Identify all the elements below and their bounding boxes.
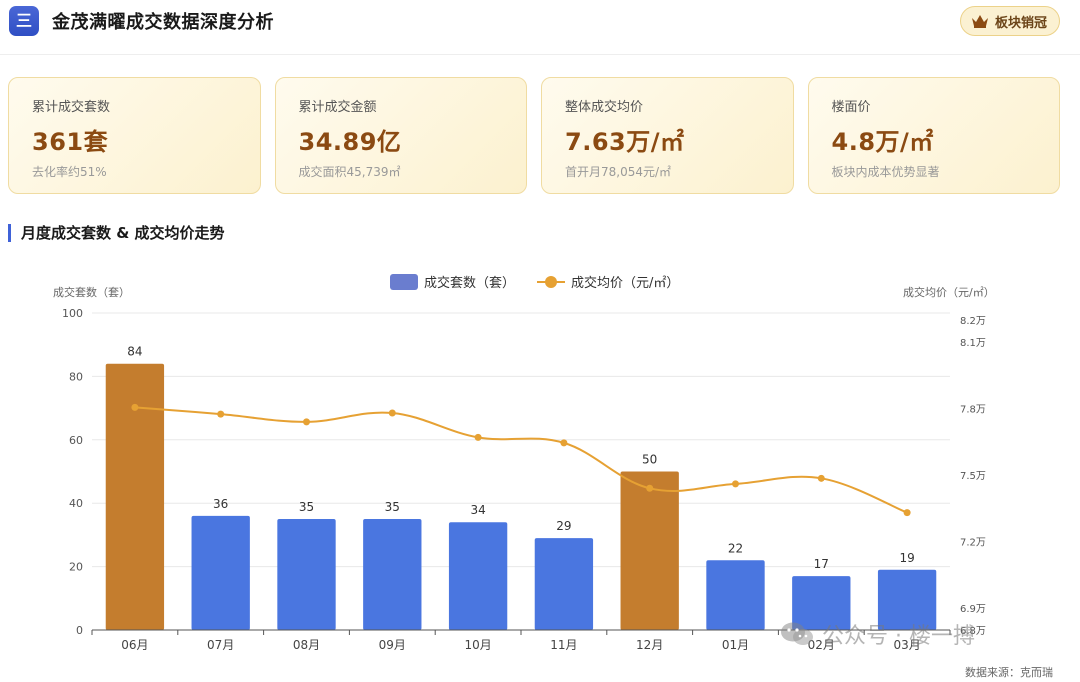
kpi-card-avg-price: 整体成交均价 7.63万/㎡ 首开月78,054元/㎡ xyxy=(541,77,794,194)
kpi-value: 4.8万/㎡ xyxy=(831,128,934,156)
kpi-label: 楼面价 xyxy=(831,100,871,115)
bar xyxy=(448,522,508,630)
y-axis-right-tick: 8.2万 xyxy=(960,316,986,327)
price-point xyxy=(131,403,139,411)
y-axis-right-tick: 6.8万 xyxy=(960,626,986,637)
bar xyxy=(363,519,422,630)
x-axis-tick-label: 03月 xyxy=(893,638,920,652)
bar xyxy=(534,538,594,630)
y-axis-right-title: 成交均价（元/㎡） xyxy=(903,286,995,299)
y-axis-right-tick: 7.5万 xyxy=(960,471,986,482)
bar xyxy=(277,519,336,630)
bar xyxy=(706,560,765,630)
legend-bar-label[interactable]: 成交套数（套） xyxy=(424,276,516,291)
bar-data-label: 36 xyxy=(213,497,228,511)
badge-label: 板块销冠 xyxy=(994,15,1047,31)
price-point xyxy=(817,474,825,482)
price-point xyxy=(732,480,739,488)
x-axis-tick-label: 07月 xyxy=(207,638,234,652)
crown-icon xyxy=(971,15,988,28)
header-bar: 三 金茂满曜成交数据深度分析 板块销冠 xyxy=(0,0,1080,55)
y-axis-left-tick: 100 xyxy=(62,307,83,320)
y-axis-left-tick: 20 xyxy=(69,561,83,574)
wechat-icon xyxy=(781,622,813,645)
y-axis-right-tick: 8.1万 xyxy=(960,338,986,349)
price-point xyxy=(646,484,654,492)
kpi-value: 361套 xyxy=(32,128,109,156)
kpi-card-land-price: 楼面价 4.8万/㎡ 板块内成本优势显著 xyxy=(807,77,1060,194)
y-axis-right-tick: 7.2万 xyxy=(960,537,986,548)
kpi-cards: 累计成交套数 361套 去化率约51% 累计成交金额 34.89亿 成交面积45… xyxy=(8,77,1060,194)
bar-data-label: 34 xyxy=(470,503,485,517)
price-point xyxy=(303,418,310,426)
y-axis-left-tick: 40 xyxy=(69,497,83,510)
kpi-subtext: 板块内成本优势显著 xyxy=(831,165,940,179)
y-axis-left-tick: 80 xyxy=(69,370,83,383)
bar-data-label: 35 xyxy=(385,500,400,514)
price-point xyxy=(388,409,396,417)
kpi-value: 7.63万/㎡ xyxy=(565,128,685,156)
champion-badge[interactable]: 板块销冠 xyxy=(959,6,1060,36)
price-point xyxy=(217,410,225,418)
legend-bar-swatch[interactable] xyxy=(390,273,418,290)
page-title: 金茂满曜成交数据深度分析 xyxy=(52,12,274,33)
bar xyxy=(620,471,679,630)
bar xyxy=(877,569,937,630)
price-point xyxy=(560,439,568,447)
price-line xyxy=(134,406,908,514)
legend-line-label[interactable]: 成交均价（元/㎡） xyxy=(571,276,680,291)
bar-data-label: 22 xyxy=(728,541,743,555)
kpi-value: 34.89亿 xyxy=(298,128,402,156)
combo-chart: 0 20 40 60 80 100 6.8万 6.9万 7.2万 7.5万 7.8万 8.1万 8.2万… xyxy=(62,307,986,652)
kpi-card-amount: 累计成交金额 34.89亿 成交面积45,739㎡ xyxy=(274,77,527,194)
x-axis-tick-label: 10月 xyxy=(464,638,491,652)
kpi-subtext: 首开月78,054元/㎡ xyxy=(565,165,672,179)
menu-button[interactable]: 三 xyxy=(9,6,39,36)
y-axis-right-tick: 7.8万 xyxy=(960,405,986,416)
x-axis-tick-label: 12月 xyxy=(636,638,663,652)
bar-data-label: 84 xyxy=(127,345,142,359)
kpi-label: 整体成交均价 xyxy=(565,100,644,115)
kpi-label: 累计成交套数 xyxy=(32,100,111,115)
bar-data-label: 35 xyxy=(299,500,314,514)
chart-legend: 成交套数（套） 成交均价（元/㎡） xyxy=(390,272,679,291)
x-axis-tick-label: 08月 xyxy=(293,638,320,652)
data-source: 数据来源：克而瑞 xyxy=(965,666,1053,679)
price-point xyxy=(903,509,911,517)
kpi-subtext: 成交面积45,739㎡ xyxy=(298,165,401,179)
x-axis-tick-label: 02月 xyxy=(808,638,835,652)
price-point xyxy=(474,433,482,441)
bar-data-label: 17 xyxy=(814,557,829,571)
y-axis-left-title: 成交套数（套） xyxy=(53,286,130,299)
y-axis-left-tick: 0 xyxy=(76,624,83,637)
watermark: 公众号 · 楼一搏 xyxy=(780,618,975,650)
x-axis-tick-label: 11月 xyxy=(550,638,577,652)
y-axis-right-tick: 6.9万 xyxy=(960,604,986,615)
section-title: 月度成交套数 & 成交均价走势 xyxy=(8,224,225,242)
bar xyxy=(792,576,851,630)
bar-data-label: 50 xyxy=(642,453,657,467)
legend-line-swatch[interactable] xyxy=(537,274,566,290)
x-axis-tick-label: 01月 xyxy=(722,638,749,652)
bar xyxy=(105,363,165,630)
kpi-label: 累计成交金额 xyxy=(298,100,377,115)
watermark-text: 公众号 · 楼一搏 xyxy=(822,624,975,649)
bar-data-label: 19 xyxy=(899,551,914,565)
kpi-subtext: 去化率约51% xyxy=(32,165,107,179)
y-axis-left-tick: 60 xyxy=(69,434,83,447)
bar-data-label: 29 xyxy=(556,519,571,533)
kpi-card-units: 累计成交套数 361套 去化率约51% xyxy=(8,77,261,194)
x-axis-tick-label: 09月 xyxy=(379,638,406,652)
bar xyxy=(191,515,250,630)
x-axis-tick-label: 06月 xyxy=(121,638,148,652)
